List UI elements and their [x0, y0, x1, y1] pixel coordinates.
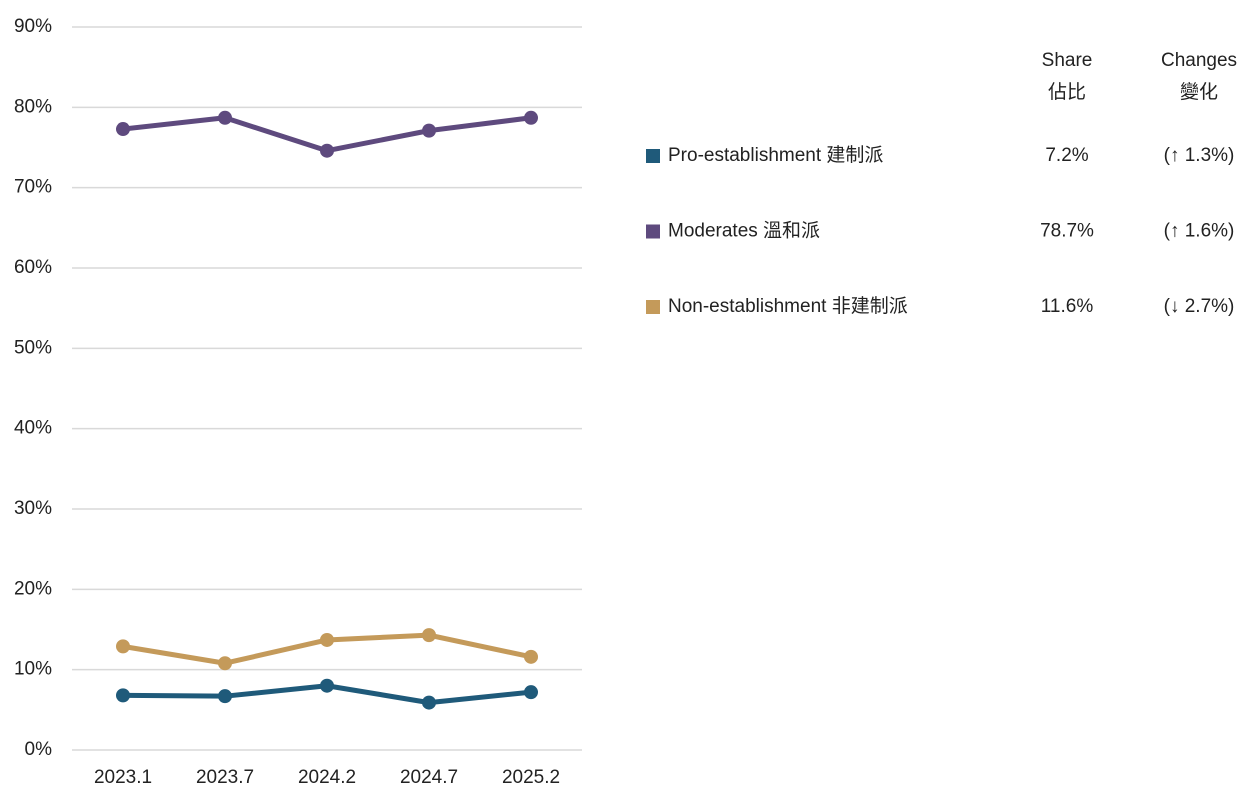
- share-value: 11.6%: [1041, 296, 1094, 317]
- x-tick-label: 2023.7: [196, 767, 254, 788]
- y-tick-label: 40%: [14, 418, 52, 439]
- legend-swatch: [646, 300, 660, 314]
- point: [524, 110, 538, 125]
- y-tick-label: 90%: [14, 16, 52, 37]
- table-header: 佔比: [1048, 81, 1086, 103]
- x-tick-label: 2025.2: [502, 767, 560, 788]
- point: [320, 143, 334, 158]
- x-tick-label: 2023.1: [94, 767, 152, 788]
- table-header: 變化: [1180, 81, 1218, 103]
- y-tick-label: 60%: [14, 257, 52, 278]
- legend-label: Pro-establishment 建制派: [668, 144, 883, 166]
- point: [524, 685, 538, 700]
- y-tick-label: 10%: [14, 659, 52, 680]
- point: [422, 123, 436, 138]
- point: [422, 695, 436, 710]
- point: [218, 689, 232, 704]
- point: [320, 678, 334, 693]
- legend-label: Moderates 溫和派: [668, 220, 820, 242]
- point: [116, 639, 130, 654]
- point: [116, 688, 130, 703]
- legend-swatch: [646, 224, 660, 239]
- legend-swatch: [646, 149, 660, 163]
- point: [320, 632, 334, 647]
- y-tick-label: 70%: [14, 177, 52, 198]
- x-tick-label: 2024.2: [298, 767, 356, 788]
- change-value: (↓ 2.7%): [1164, 296, 1235, 317]
- point: [422, 628, 436, 643]
- point: [218, 110, 232, 125]
- share-value: 7.2%: [1045, 145, 1088, 166]
- point: [116, 122, 130, 137]
- point: [218, 656, 232, 671]
- share-value: 78.7%: [1040, 221, 1094, 242]
- x-tick-label: 2024.7: [400, 767, 458, 788]
- y-tick-label: 0%: [25, 739, 53, 760]
- y-tick-label: 80%: [14, 96, 52, 117]
- legend-label: Non-establishment 非建制派: [668, 295, 908, 317]
- y-tick-label: 50%: [14, 337, 52, 358]
- point: [524, 649, 538, 664]
- change-value: (↑ 1.3%): [1164, 145, 1235, 166]
- table-header: Share: [1042, 50, 1093, 71]
- table-header: Changes: [1161, 50, 1237, 71]
- y-tick-label: 30%: [14, 498, 52, 519]
- change-value: (↑ 1.6%): [1164, 221, 1235, 242]
- y-tick-label: 20%: [14, 578, 52, 599]
